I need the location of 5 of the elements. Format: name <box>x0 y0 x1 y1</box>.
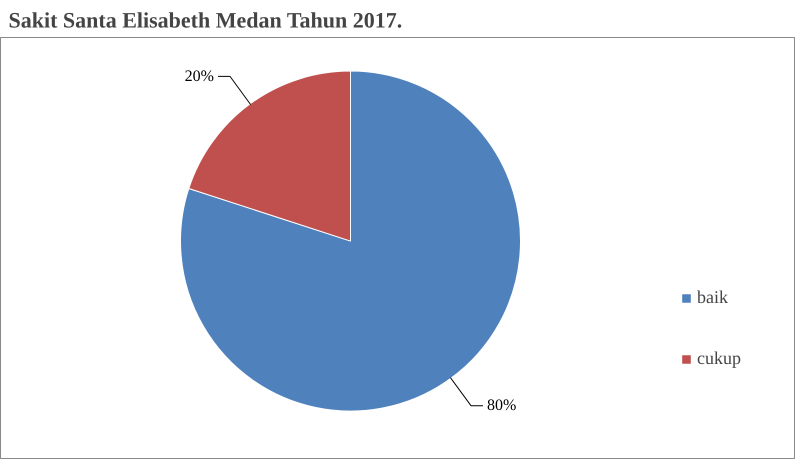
data-label: 20% <box>184 68 214 85</box>
legend-label: cukup <box>697 348 741 369</box>
legend-label: baik <box>697 287 728 308</box>
data-label: 80% <box>486 397 516 414</box>
chart-title: Sakit Santa Elisabeth Medan Tahun 2017. <box>8 8 402 32</box>
